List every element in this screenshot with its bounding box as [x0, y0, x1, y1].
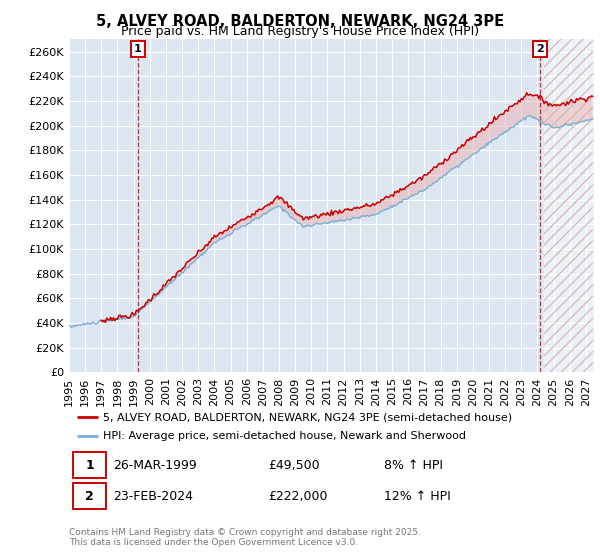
- Text: 5, ALVEY ROAD, BALDERTON, NEWARK, NG24 3PE: 5, ALVEY ROAD, BALDERTON, NEWARK, NG24 3…: [96, 14, 504, 29]
- Text: £49,500: £49,500: [269, 459, 320, 472]
- Text: £222,000: £222,000: [269, 490, 328, 503]
- Text: Price paid vs. HM Land Registry's House Price Index (HPI): Price paid vs. HM Land Registry's House …: [121, 25, 479, 38]
- Text: HPI: Average price, semi-detached house, Newark and Sherwood: HPI: Average price, semi-detached house,…: [103, 431, 466, 441]
- Text: 26-MAR-1999: 26-MAR-1999: [113, 459, 197, 472]
- FancyBboxPatch shape: [73, 483, 106, 509]
- Text: 2: 2: [85, 490, 94, 503]
- Text: 12% ↑ HPI: 12% ↑ HPI: [384, 490, 451, 503]
- Text: 1: 1: [134, 44, 142, 54]
- Text: 1: 1: [85, 459, 94, 472]
- Text: 8% ↑ HPI: 8% ↑ HPI: [384, 459, 443, 472]
- Text: Contains HM Land Registry data © Crown copyright and database right 2025.
This d: Contains HM Land Registry data © Crown c…: [69, 528, 421, 547]
- FancyBboxPatch shape: [73, 452, 106, 478]
- Text: 5, ALVEY ROAD, BALDERTON, NEWARK, NG24 3PE (semi-detached house): 5, ALVEY ROAD, BALDERTON, NEWARK, NG24 3…: [103, 412, 512, 422]
- Text: 2: 2: [536, 44, 544, 54]
- Text: 23-FEB-2024: 23-FEB-2024: [113, 490, 194, 503]
